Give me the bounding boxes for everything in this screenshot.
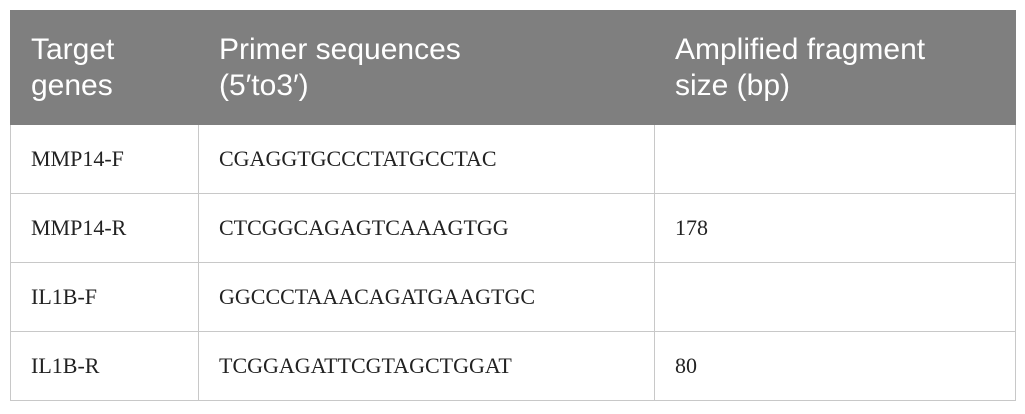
table-cell: 178	[654, 193, 1016, 263]
table-cell	[654, 262, 1016, 332]
header-text: Amplified frag­ment size (bp)	[675, 32, 926, 102]
table-cell: GGCCCTAAACAGATGAAGTGC	[198, 262, 655, 332]
table-cell: IL1B-R	[10, 331, 199, 401]
header-cell: Target genes	[10, 10, 199, 125]
table-cell: TCGGAGATTCGTAGCTGGAT	[198, 331, 655, 401]
header-cell: Primer sequences (5′to3′)	[198, 10, 655, 125]
header-text: Primer sequences (5′to3′)	[219, 32, 461, 102]
header-text: Target genes	[31, 32, 115, 102]
table-row: MMP14-F CGAGGTGCCCTATGCCTAC	[10, 124, 1016, 194]
table-cell	[654, 124, 1016, 194]
table-cell: MMP14-R	[10, 193, 199, 263]
table-cell: CGAGGTGCCCTATGCCTAC	[198, 124, 655, 194]
table-cell: 80	[654, 331, 1016, 401]
table-row: MMP14-R CTCGGCAGAGTCAAAGTGG 178	[10, 193, 1016, 263]
header-cell: Amplified frag­ment size (bp)	[654, 10, 1016, 125]
primer-table: Target genes Primer sequences (5′to3′) A…	[10, 10, 1016, 401]
table-row: IL1B-F GGCCCTAAACAGATGAAGTGC	[10, 262, 1016, 332]
table-cell: CTCGGCAGAGTCAAAGTGG	[198, 193, 655, 263]
table-cell: IL1B-F	[10, 262, 199, 332]
table-cell: MMP14-F	[10, 124, 199, 194]
header-row: Target genes Primer sequences (5′to3′) A…	[10, 10, 1016, 125]
table-body: MMP14-F CGAGGTGCCCTATGCCTAC MMP14-R CTCGGCA…	[10, 124, 1016, 401]
table-row: IL1B-R TCGGAGATTCGTAGCTGGAT 80	[10, 331, 1016, 401]
